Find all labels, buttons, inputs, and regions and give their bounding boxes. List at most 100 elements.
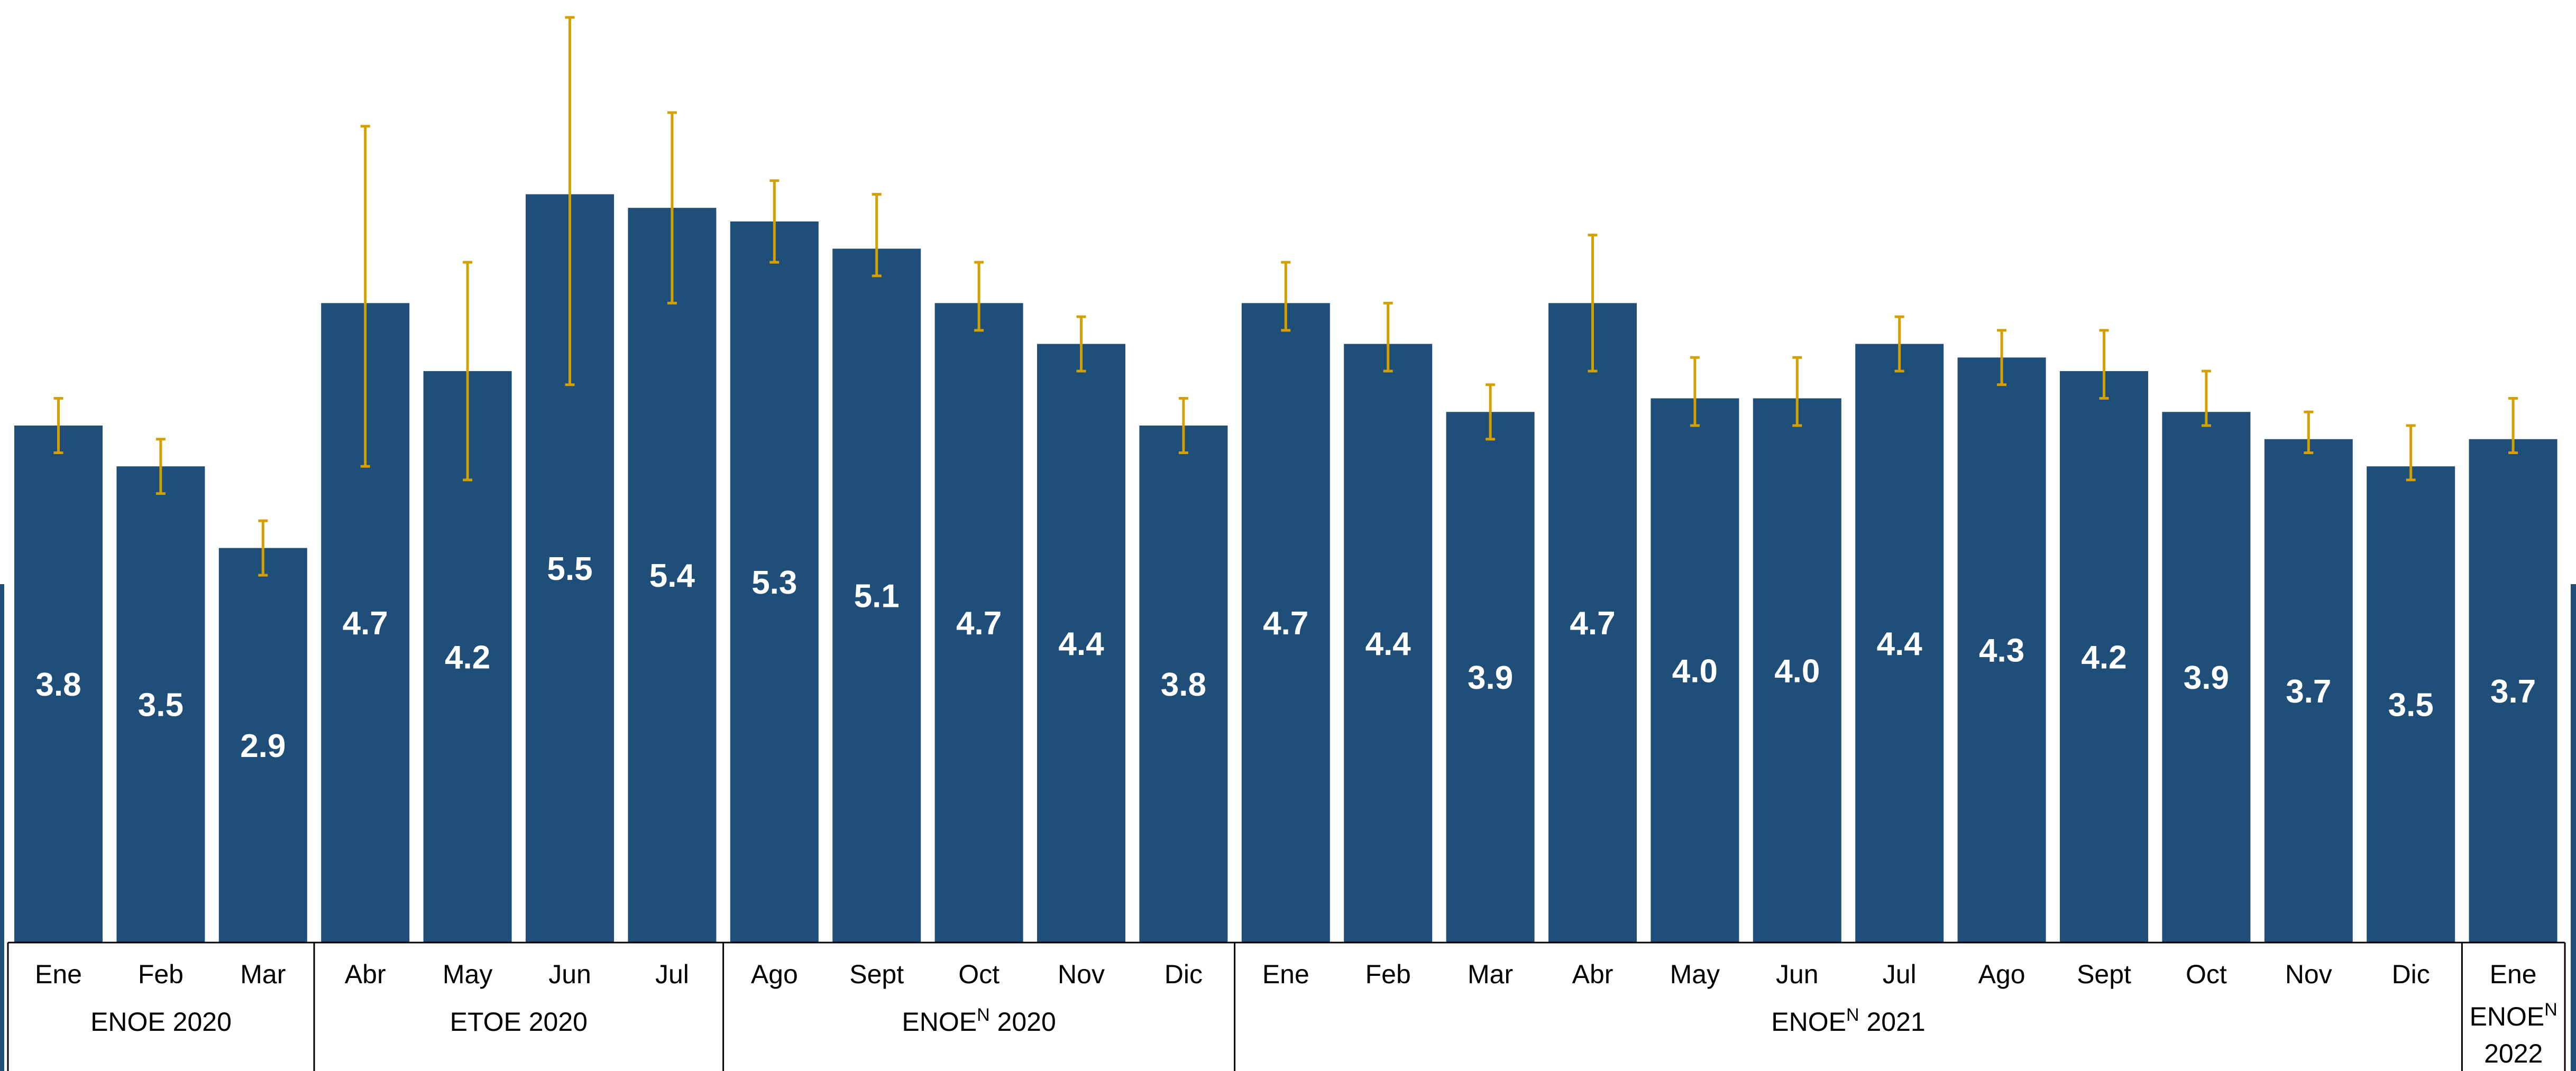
bar-ago-7 [730, 221, 819, 943]
bar-value-label: 3.7 [2490, 673, 2536, 710]
bar-dic-23 [2367, 466, 2455, 943]
x-tick-label: Jun [1776, 959, 1819, 989]
group-label: ETOE 2020 [450, 1007, 588, 1037]
x-tick-label: Nov [1058, 959, 1105, 989]
error-bar [1792, 356, 1802, 427]
bar-value-label: 5.1 [854, 578, 900, 615]
x-tick-label: Dic [1165, 959, 1203, 989]
x-tick-label: Ago [751, 959, 798, 989]
error-bar [872, 192, 882, 278]
bar-feb-1 [116, 466, 205, 943]
bar-value-label: 5.3 [751, 565, 797, 601]
bar-value-label: 4.4 [1877, 626, 1923, 662]
x-tick-label: Mar [240, 959, 286, 989]
bar-value-label: 3.5 [138, 687, 184, 724]
error-bar [974, 261, 984, 332]
bar-ago-19 [1957, 357, 2046, 943]
group-label: ENOEN 2020 [902, 1005, 1056, 1037]
bar-value-label: 4.0 [1672, 653, 1718, 689]
right-edge-strip [2571, 584, 2576, 1071]
bar-value-label: 3.9 [2184, 660, 2229, 696]
x-tick-label: Feb [1365, 959, 1411, 989]
bar-value-label: 4.7 [956, 605, 1002, 642]
bar-value-label: 3.9 [1468, 660, 1513, 696]
error-bar [565, 16, 575, 386]
x-tick-label: Feb [138, 959, 184, 989]
bar-value-label: 5.5 [547, 551, 592, 587]
bar-value-label: 4.2 [2081, 640, 2126, 676]
bar-dic-11 [1139, 425, 1228, 943]
error-bar [360, 125, 370, 468]
error-bar [1997, 329, 2007, 386]
error-bar [1281, 261, 1291, 332]
bar-value-label: 3.8 [35, 667, 81, 703]
bar-value-label: 5.4 [649, 558, 695, 594]
bar-value-label: 4.7 [1263, 605, 1308, 642]
bar-value-label: 3.5 [2388, 687, 2434, 724]
bar-value-label: 4.0 [1774, 653, 1820, 689]
bar-jun-17 [1753, 398, 1841, 943]
bar-value-label: 4.4 [1058, 626, 1104, 662]
x-tick-label: Jul [655, 959, 689, 989]
group-label: ENOEN [2470, 1000, 2557, 1031]
bar-ene-12 [1241, 303, 1330, 943]
bar-value-label: 4.4 [1365, 626, 1411, 662]
x-tick-label: May [1670, 959, 1720, 989]
error-bar [2099, 329, 2109, 400]
bar-value-label: 4.3 [1979, 633, 2024, 669]
bar-oct-9 [934, 303, 1023, 943]
bar-value-label: 4.7 [1570, 605, 1615, 642]
bar-mar-2 [218, 548, 307, 943]
error-bar [1178, 397, 1188, 454]
x-tick-label: Sept [2077, 959, 2131, 989]
bar-jul-6 [628, 208, 717, 943]
bar-nov-10 [1037, 344, 1125, 943]
bar-jul-18 [1855, 344, 1944, 943]
x-tick-label: Dic [2392, 959, 2430, 989]
x-tick-label: Sept [849, 959, 904, 989]
bar-value-label: 4.7 [343, 605, 388, 642]
error-bar [1894, 315, 1904, 373]
bar-may-16 [1651, 398, 1739, 943]
x-tick-label: Abr [345, 959, 386, 989]
error-bar [1383, 301, 1393, 373]
bar-value-label: 3.8 [1161, 667, 1206, 703]
x-tick-label: Abr [1572, 959, 1614, 989]
error-bar [2201, 370, 2211, 427]
error-bar [1690, 356, 1700, 427]
bar-value-label: 2.9 [240, 728, 286, 764]
error-bar [1486, 383, 1496, 441]
group-label: ENOE 2020 [90, 1007, 232, 1037]
error-bar [667, 111, 677, 304]
left-edge-strip [0, 584, 4, 1071]
error-bar [2406, 424, 2416, 482]
x-tick-label: Ene [35, 959, 82, 989]
x-tick-label: Ene [1262, 959, 1309, 989]
x-tick-label: Mar [1468, 959, 1513, 989]
x-tick-label: May [443, 959, 492, 989]
x-tick-label: Ago [1978, 959, 2025, 989]
bar-value-label: 3.7 [2286, 673, 2331, 710]
error-bar [1588, 234, 1598, 373]
bar-nov-22 [2264, 439, 2353, 943]
error-bar [1076, 315, 1086, 373]
error-bar [258, 519, 268, 577]
bar-oct-21 [2162, 412, 2251, 943]
error-bar [769, 179, 780, 264]
x-tick-label: Oct [2186, 959, 2227, 989]
error-bar [2508, 397, 2518, 454]
bar-ene-0 [14, 425, 103, 943]
error-bar [53, 397, 63, 454]
group-label: ENOEN 2021 [1771, 1005, 1925, 1037]
bar-abr-15 [1548, 303, 1637, 943]
bar-value-label: 4.2 [445, 640, 490, 676]
error-bar [2304, 410, 2314, 454]
bar-mar-14 [1446, 412, 1535, 943]
error-bar [463, 261, 473, 482]
group-year-label: 2022 [2484, 1039, 2543, 1068]
bar-sept-20 [2060, 371, 2148, 943]
x-tick-label: Jul [1883, 959, 1917, 989]
x-tick-label: Oct [958, 959, 1000, 989]
bar-feb-13 [1344, 344, 1433, 943]
